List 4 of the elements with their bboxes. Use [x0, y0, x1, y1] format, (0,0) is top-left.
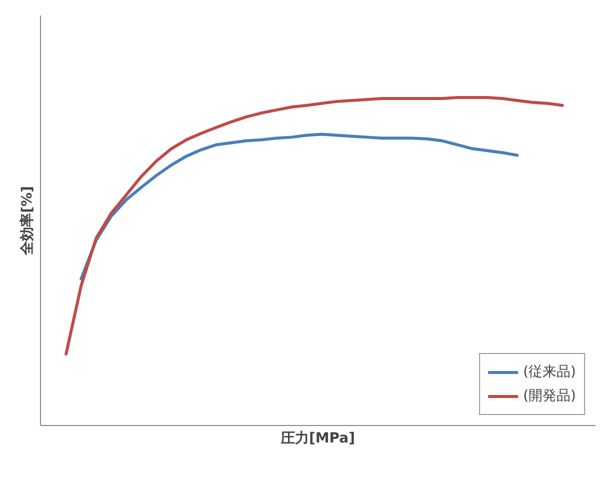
x-axis-title: 圧力[MPa] — [280, 430, 356, 446]
y-axis-title: 全効率[%] — [18, 186, 36, 256]
legend-label: (従来品) — [523, 363, 576, 381]
legend-label: (開発品) — [523, 387, 576, 405]
